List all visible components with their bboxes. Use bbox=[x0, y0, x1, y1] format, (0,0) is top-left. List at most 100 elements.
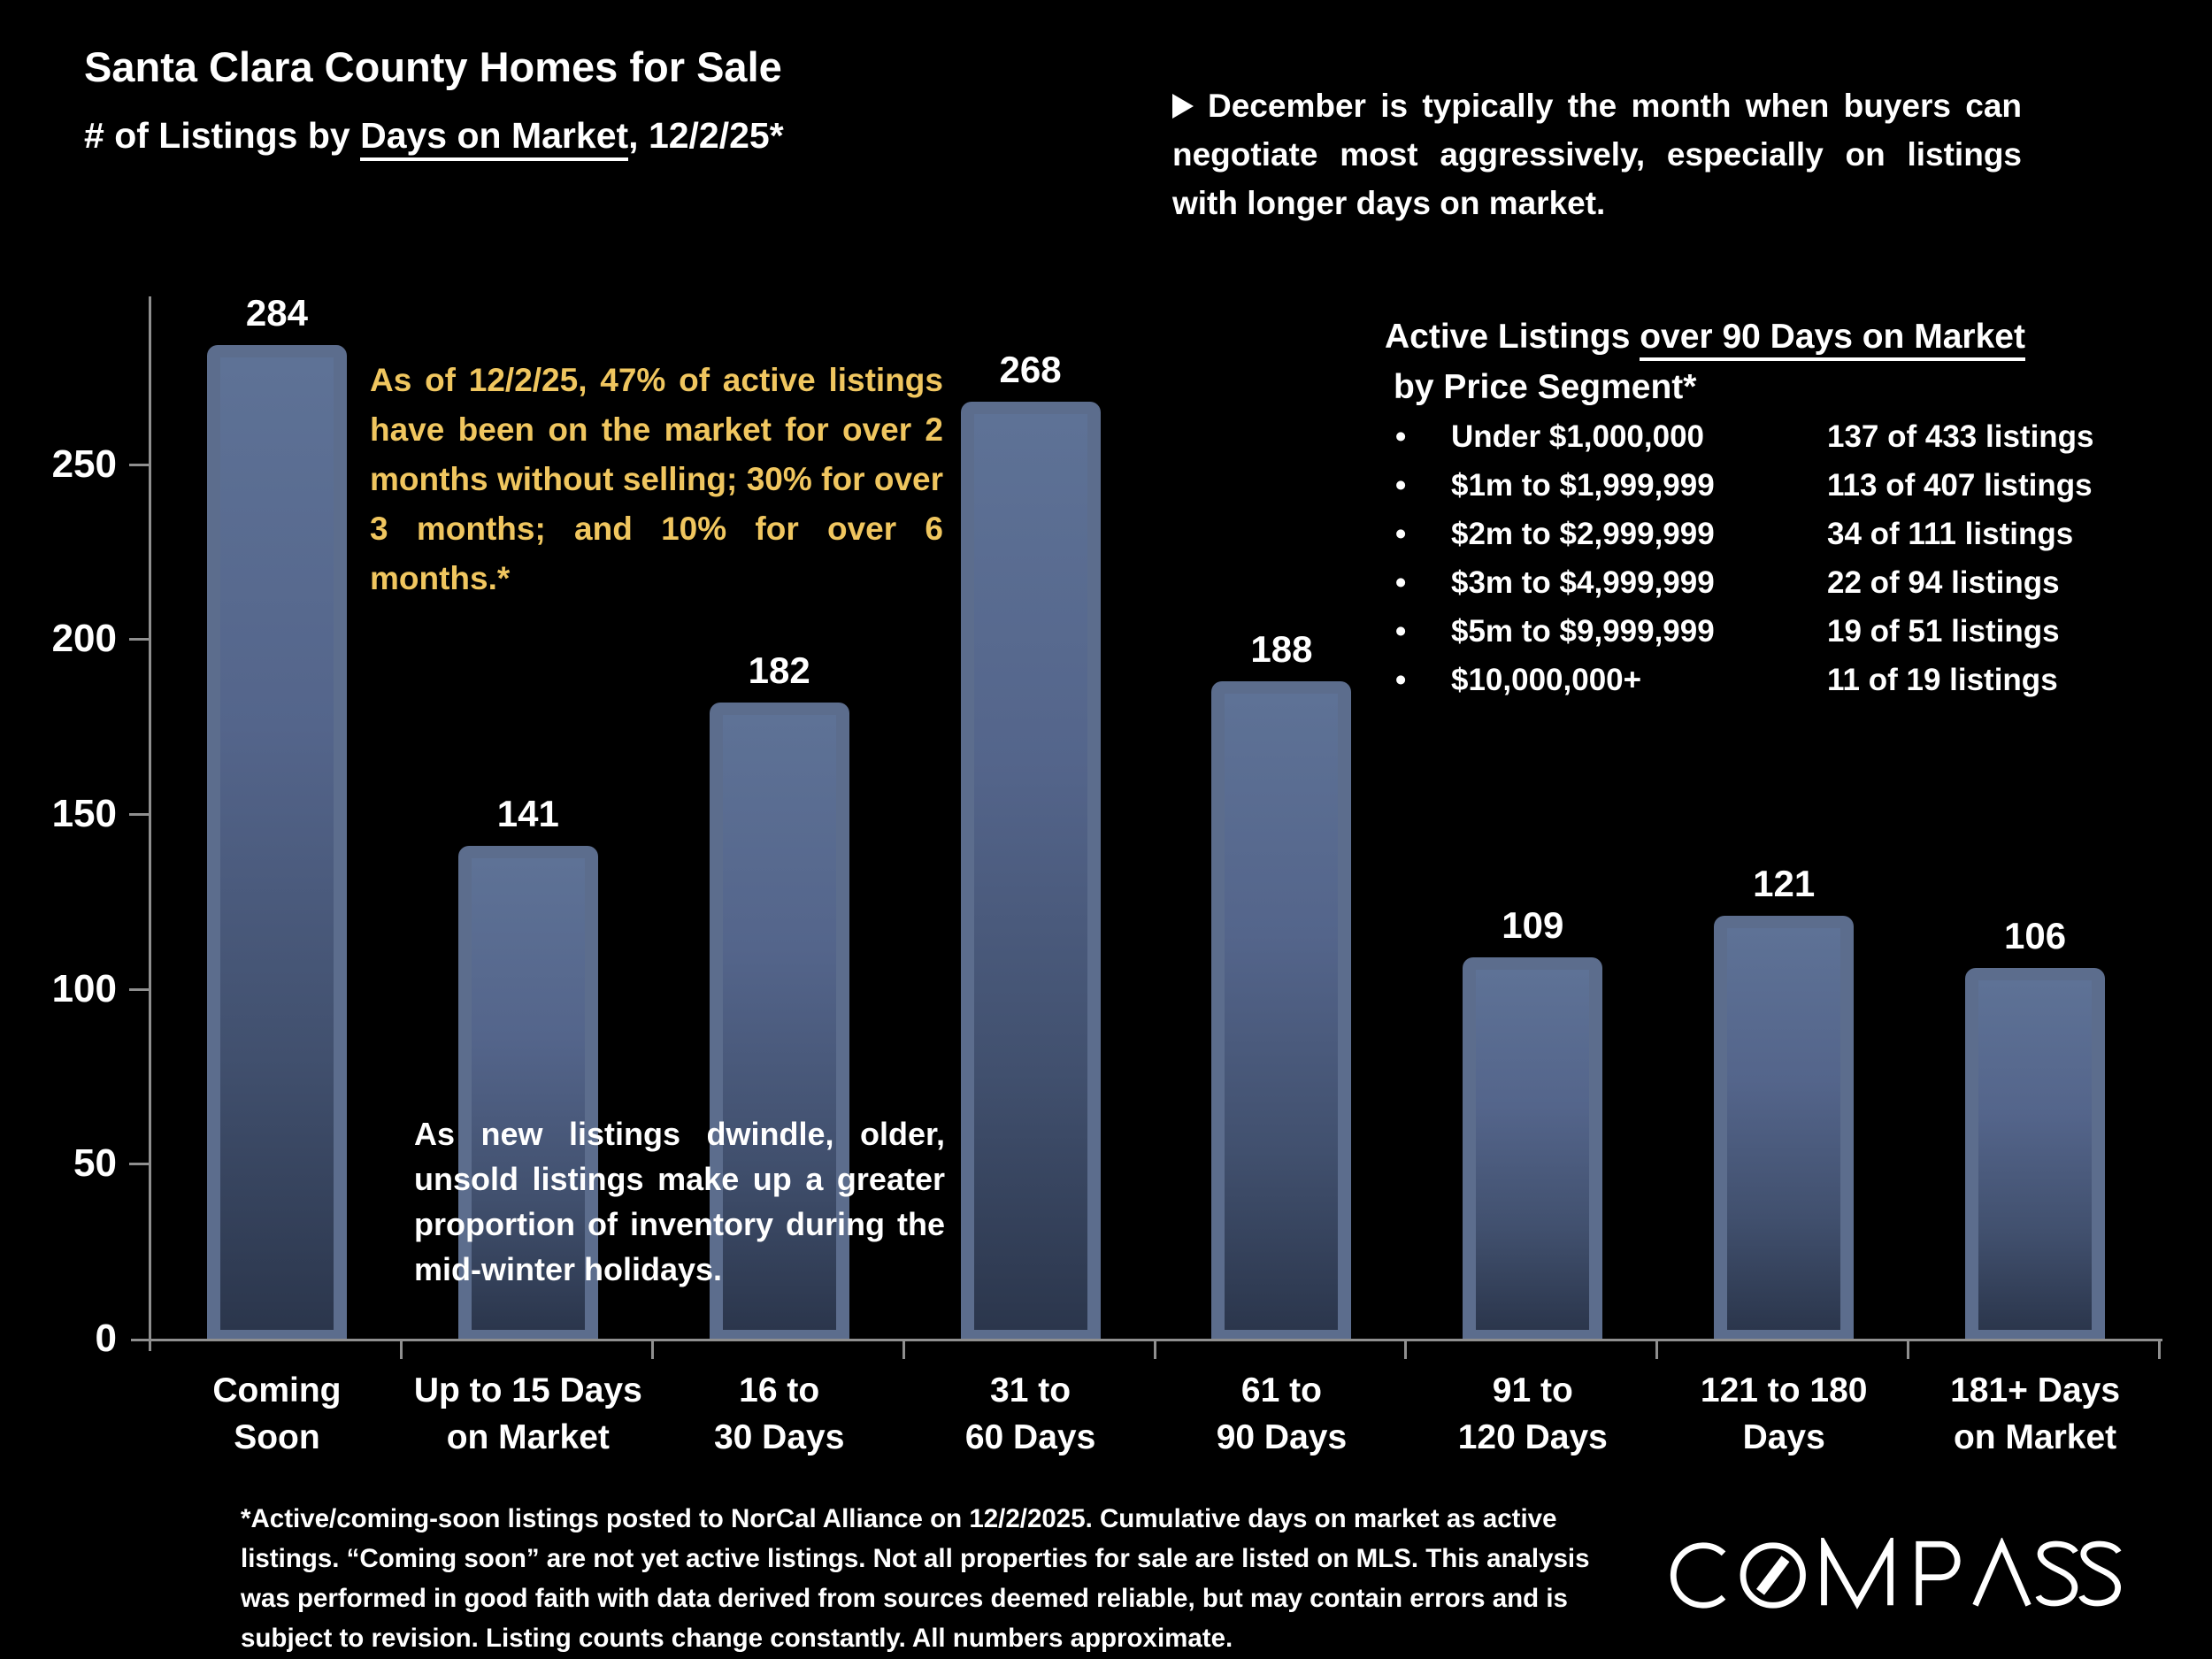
bar-cell: 188 bbox=[1156, 628, 1408, 1339]
bar-cell: 106 bbox=[1909, 915, 2161, 1339]
page-title: Santa Clara County Homes for Sale bbox=[84, 43, 782, 90]
y-axis-label: 100 bbox=[51, 967, 117, 1010]
bar-fill bbox=[1476, 970, 1590, 1330]
panel-heading-line2: by Price Segment* bbox=[1394, 368, 1697, 406]
price-row: • $1m to $1,999,999 113 of 407 listings bbox=[1385, 461, 2181, 510]
x-axis-category-label: 31 to 60 Days bbox=[964, 1371, 1096, 1456]
compass-logo bbox=[1663, 1532, 2128, 1613]
price-row: • $10,000,000+ 11 of 19 listings bbox=[1385, 656, 2181, 704]
page-subtitle: # of Listings by Days on Market, 12/2/25… bbox=[84, 115, 784, 161]
y-axis-label: 200 bbox=[51, 617, 117, 660]
y-axis-label: 150 bbox=[51, 792, 117, 835]
price-row: • Under $1,000,000 137 of 433 listings bbox=[1385, 412, 2181, 461]
price-segment-label: $10,000,000+ bbox=[1451, 663, 1642, 697]
bar-value-label: 268 bbox=[999, 349, 1062, 390]
price-segment-count: 113 of 407 listings bbox=[1827, 468, 2093, 503]
price-segment-label: $3m to $4,999,999 bbox=[1451, 565, 1715, 600]
bullet-icon: • bbox=[1395, 663, 1407, 697]
bar-value-label: 109 bbox=[1502, 904, 1564, 946]
bar-value-label: 141 bbox=[496, 793, 559, 834]
bar-fill bbox=[973, 414, 1087, 1330]
bar-cell: 109 bbox=[1407, 904, 1658, 1339]
x-axis-tick bbox=[1907, 1341, 1909, 1359]
bar-fill bbox=[219, 357, 334, 1330]
bar-cell: 121 bbox=[1658, 863, 1909, 1339]
x-axis-tick bbox=[400, 1341, 403, 1359]
subtitle-prefix: # of Listings by bbox=[84, 115, 361, 156]
x-axis-tick bbox=[1655, 1341, 1658, 1359]
bullet-icon: • bbox=[1395, 517, 1407, 551]
bar-value-label: 121 bbox=[1753, 863, 1816, 904]
letter-m bbox=[1821, 1532, 1893, 1609]
pointer-triangle-icon bbox=[1172, 94, 1194, 119]
bar-series: 284 141 182 268 188 109 121 106 bbox=[151, 292, 2161, 1339]
x-axis-category-label: 61 to 90 Days bbox=[1216, 1371, 1348, 1456]
subtitle-underlined: Days on Market bbox=[360, 115, 629, 161]
price-segment-count: 22 of 94 listings bbox=[1827, 565, 2060, 600]
bar bbox=[1463, 957, 1603, 1339]
x-axis-category-label: Coming Soon bbox=[212, 1371, 342, 1456]
price-row: • $3m to $4,999,999 22 of 94 listings bbox=[1385, 558, 2181, 607]
bar-value-label: 106 bbox=[2004, 915, 2067, 956]
price-segment-count: 34 of 111 listings bbox=[1827, 517, 2074, 551]
x-axis-tick bbox=[1404, 1341, 1407, 1359]
compass-logo-svg bbox=[1670, 1532, 2122, 1609]
y-axis-label: 250 bbox=[51, 442, 117, 486]
y-axis-tick bbox=[129, 1163, 150, 1165]
y-axis-tick bbox=[129, 813, 150, 816]
x-axis-tick bbox=[902, 1341, 905, 1359]
price-row: • $5m to $9,999,999 19 of 51 listings bbox=[1385, 607, 2181, 656]
x-axis-category-label: 91 to 120 Days bbox=[1457, 1371, 1608, 1456]
price-segment-count: 19 of 51 listings bbox=[1827, 614, 2060, 649]
panel-heading: Active Listings over 90 Days on Market bbox=[1385, 311, 2181, 362]
x-axis-tick bbox=[1154, 1341, 1156, 1359]
letter-a bbox=[1972, 1536, 2032, 1607]
x-axis-tick bbox=[2158, 1341, 2161, 1359]
annotation-white: As new listings dwindle, older, unsold l… bbox=[414, 1116, 945, 1287]
bar-value-label: 188 bbox=[1250, 628, 1313, 670]
price-row: • $2m to $2,999,999 34 of 111 listings bbox=[1385, 510, 2181, 558]
annotation-yellow: As of 12/2/25, 47% of active listings ha… bbox=[370, 362, 943, 596]
bar-fill bbox=[722, 715, 836, 1330]
price-segment-label: $1m to $1,999,999 bbox=[1451, 468, 1715, 503]
price-segment-panel: Active Listings over 90 Days on Market b… bbox=[1385, 311, 2181, 704]
x-axis-category-label: Up to 15 Days on Market bbox=[413, 1371, 642, 1456]
bar bbox=[960, 402, 1101, 1339]
x-axis-labels: Coming Soon Up to 15 Days on Market 16 to … bbox=[151, 1367, 2161, 1461]
bar-cell: 268 bbox=[905, 349, 1156, 1339]
y-axis-line bbox=[149, 296, 151, 1351]
bar bbox=[1965, 968, 2106, 1339]
y-axis-label: 0 bbox=[95, 1317, 117, 1360]
bar bbox=[709, 703, 849, 1339]
price-segment-count: 11 of 19 listings bbox=[1827, 663, 2058, 697]
bar-fill bbox=[1727, 928, 1841, 1330]
top-right-callout: December is typically the month when buy… bbox=[1172, 81, 2022, 227]
price-segment-label: $5m to $9,999,999 bbox=[1451, 614, 1715, 649]
bar-cell: 141 bbox=[403, 793, 654, 1339]
panel-heading-prefix: Active Listings bbox=[1385, 318, 1640, 356]
x-axis-line bbox=[131, 1339, 2162, 1341]
bar bbox=[457, 846, 598, 1339]
letter-p bbox=[1916, 1540, 1961, 1606]
bar bbox=[206, 345, 347, 1339]
y-axis-tick bbox=[129, 638, 150, 641]
bar-fill bbox=[1978, 980, 2093, 1330]
x-axis-category-label: 121 to 180 Days bbox=[1700, 1371, 1868, 1456]
letter-o bbox=[1740, 1542, 1806, 1609]
bullet-icon: • bbox=[1395, 614, 1407, 649]
bar bbox=[1714, 916, 1855, 1339]
footnote: *Active/coming-soon listings posted to N… bbox=[241, 1504, 1590, 1653]
letter-s bbox=[2035, 1540, 2078, 1607]
bullet-icon: • bbox=[1395, 419, 1407, 454]
bar-fill bbox=[1225, 694, 1339, 1330]
compass-needle-icon bbox=[1756, 1555, 1790, 1595]
bar-value-label: 182 bbox=[748, 649, 810, 691]
x-axis-tick bbox=[651, 1341, 654, 1359]
callout-text: December is typically the month when buy… bbox=[1172, 88, 2022, 221]
y-axis-tick bbox=[129, 988, 150, 991]
bullet-icon: • bbox=[1395, 468, 1407, 503]
y-axis-tick bbox=[129, 464, 150, 466]
bullet-icon: • bbox=[1395, 565, 1407, 600]
x-axis-category-label: 181+ Days on Market bbox=[1950, 1371, 2121, 1456]
